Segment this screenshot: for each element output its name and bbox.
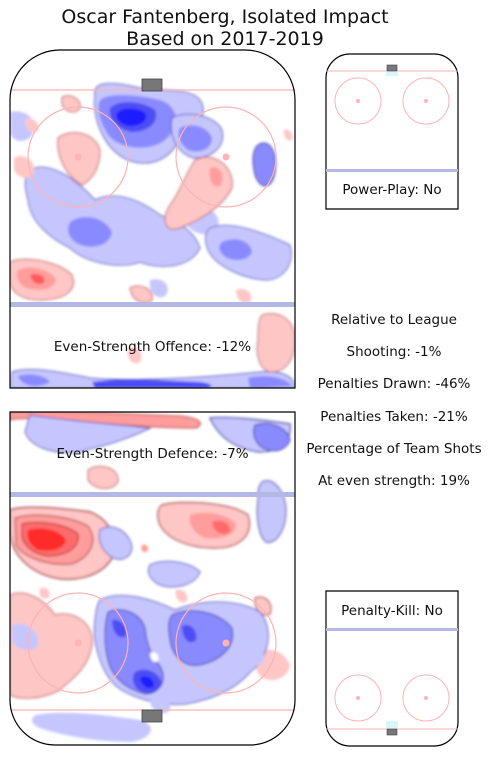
defence-red-region xyxy=(27,528,66,551)
offence-blue-line xyxy=(10,302,295,307)
penalty-kill-faceoff-dot-left xyxy=(356,696,360,700)
offence-blue-region xyxy=(252,142,277,187)
offence-red-region xyxy=(256,313,295,373)
stat-shooting: Shooting: -1% xyxy=(346,344,442,361)
offence-value-label: Even-Strength Offence: -12% xyxy=(53,339,252,355)
offence-blue-region xyxy=(24,166,201,267)
offence-blue-region xyxy=(149,279,168,298)
offence-red-region xyxy=(30,273,45,284)
offence-faceoff-dot-right xyxy=(222,153,230,161)
power-play-faceoff-circle-right xyxy=(402,77,450,125)
offence-red-region xyxy=(209,167,223,187)
penalty-kill-label: Penalty-Kill: No xyxy=(341,603,443,619)
penalty-kill-goal-net xyxy=(386,728,398,736)
defence-blue-region xyxy=(112,619,127,638)
defence-faceoff-circle-left xyxy=(27,592,129,694)
stats-panel: Relative to League Shooting: -1% Penalti… xyxy=(296,312,492,505)
defence-red-region xyxy=(175,589,188,603)
offence-blue-region xyxy=(92,379,212,388)
defence-red-region xyxy=(87,466,119,489)
offence-blue-region xyxy=(248,376,292,388)
offence-red-region xyxy=(283,129,293,141)
penalty-kill-faceoff-dot-right xyxy=(424,696,428,700)
power-play-rink xyxy=(325,53,459,210)
offence-red-region xyxy=(236,288,252,304)
stat-penalties-taken: Penalties Taken: -21% xyxy=(320,408,468,425)
defence-rink-boards xyxy=(9,411,296,746)
power-play-goal-net xyxy=(386,64,398,72)
defence-blue-region xyxy=(140,676,154,688)
offence-red-region xyxy=(129,285,153,304)
defence-blue-region xyxy=(24,414,152,453)
defence-blue-line xyxy=(10,492,295,497)
defence-red-region xyxy=(141,544,149,553)
offence-rink-boards xyxy=(9,49,296,389)
power-play-blue-line xyxy=(326,169,458,172)
title-line-2: Based on 2017-2019 xyxy=(126,28,324,50)
penalty-kill-rink xyxy=(325,590,459,747)
stat-even-strength-share: At even strength: 19% xyxy=(318,472,470,489)
offence-red-region xyxy=(164,156,233,230)
defence-faceoff-dot-left xyxy=(74,639,82,647)
offence-blue-region xyxy=(178,125,212,152)
offence-faceoff-circle-left xyxy=(27,106,129,208)
chart-title: Oscar Fantenberg, Isolated Impact Based … xyxy=(0,6,450,50)
defence-red-region xyxy=(212,520,231,534)
penalty-kill-goal-crease xyxy=(386,721,398,729)
defence-blue-region xyxy=(98,526,133,560)
defence-red-region xyxy=(39,587,50,599)
offence-red-region xyxy=(14,155,35,178)
penalty-kill-faceoff-circle-right xyxy=(402,674,450,722)
offence-red-region xyxy=(127,347,142,364)
offence-goal-net xyxy=(141,78,163,92)
stat-penalties-drawn: Penalties Drawn: -46% xyxy=(317,376,471,393)
defence-blue-region xyxy=(182,624,197,643)
offence-red-region xyxy=(25,118,39,133)
defence-faceoff-circle-right xyxy=(175,592,277,694)
defence-blue-region xyxy=(256,480,287,543)
power-play-faceoff-dot-left xyxy=(356,99,360,103)
defence-blue-region xyxy=(150,652,159,663)
power-play-faceoff-circle-left xyxy=(334,77,382,125)
offence-blue-region xyxy=(10,369,295,388)
defence-blue-region xyxy=(12,623,39,651)
stats-heading: Relative to League xyxy=(331,312,457,328)
penalty-kill-blue-line xyxy=(326,628,458,631)
defence-blue-region xyxy=(168,610,234,666)
offence-blue-region xyxy=(68,217,112,247)
offence-blue-region xyxy=(219,239,252,261)
defence-red-region xyxy=(254,596,272,616)
defence-rink xyxy=(9,411,296,746)
defence-blue-region xyxy=(147,561,201,588)
offence-blue-region xyxy=(10,111,35,142)
defence-blue-region xyxy=(253,423,291,452)
defence-goal-net xyxy=(141,709,163,723)
offence-blue-region xyxy=(18,374,50,386)
title-line-1: Oscar Fantenberg, Isolated Impact xyxy=(61,6,389,28)
defence-blue-region xyxy=(238,643,265,667)
offence-faceoff-circle-right xyxy=(175,106,277,208)
defence-blue-region xyxy=(31,712,151,742)
penalty-kill-faceoff-circle-left xyxy=(334,674,382,722)
offence-rink xyxy=(9,49,296,389)
offence-red-region xyxy=(61,95,81,113)
defence-value-label: Even-Strength Defence: -7% xyxy=(56,446,249,462)
power-play-label: Power-Play: No xyxy=(342,182,442,198)
power-play-faceoff-dot-right xyxy=(424,99,428,103)
team-shots-heading: Percentage of Team Shots xyxy=(306,440,482,457)
offence-faceoff-dot-left xyxy=(74,153,82,161)
power-play-goal-crease xyxy=(386,68,398,76)
defence-faceoff-dot-right xyxy=(222,639,230,647)
offence-blue-region xyxy=(116,108,147,127)
